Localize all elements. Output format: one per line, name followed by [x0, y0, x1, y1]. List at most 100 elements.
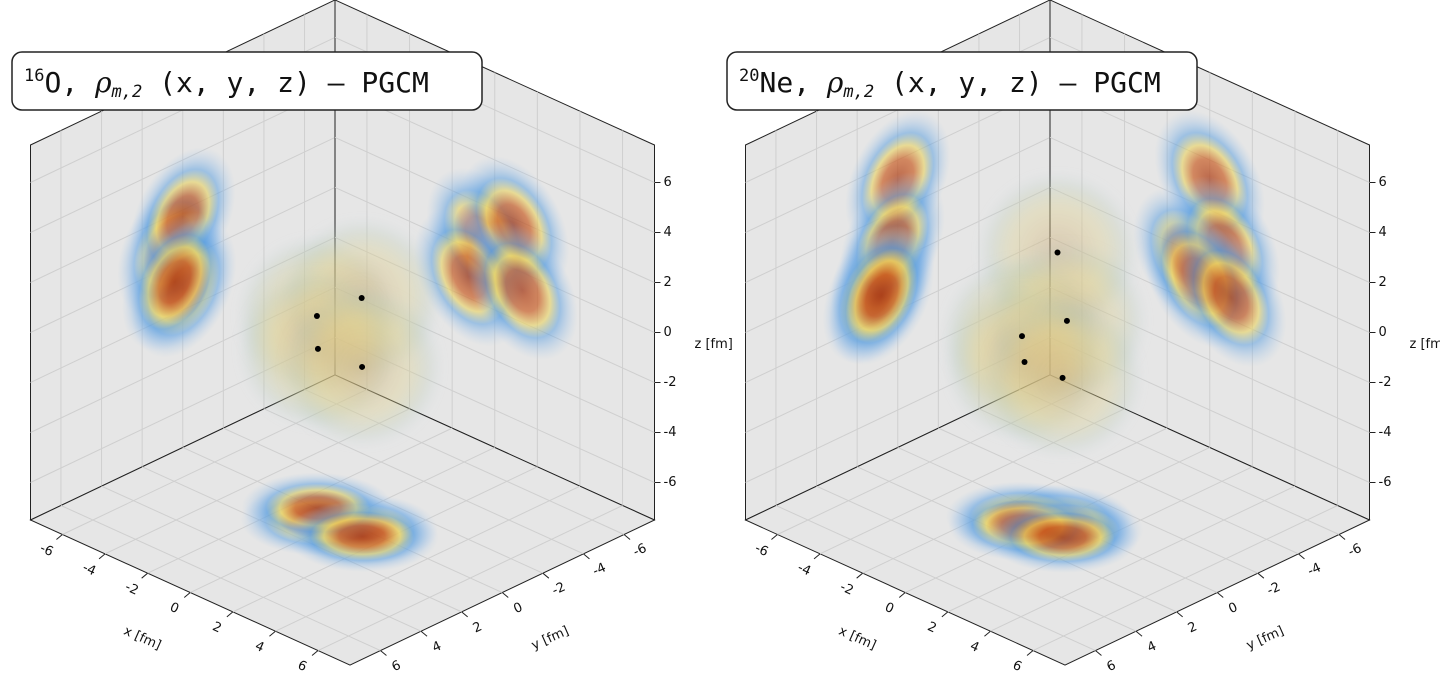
tick-mark [542, 572, 550, 579]
x-tick-label: 2 [210, 619, 224, 636]
tick-mark [56, 534, 63, 540]
title-part: 16 [24, 66, 44, 86]
title-part: Ne, [759, 66, 826, 99]
cluster-center [1054, 249, 1061, 256]
z-tick-label: -4 [1379, 425, 1392, 440]
z-tick-label: 2 [664, 275, 672, 290]
z-axis-label: z [fm] [695, 337, 733, 352]
cluster-center [359, 363, 366, 370]
y-tick-label: -2 [550, 580, 568, 599]
title-part: ρ [826, 66, 844, 99]
cluster-center [1021, 359, 1028, 366]
grid-line [817, 486, 1137, 631]
projected-density [121, 212, 228, 352]
projected-density [467, 220, 578, 361]
z-tick-label: 0 [664, 325, 672, 340]
pane-content [746, 375, 1370, 665]
tick-mark [269, 630, 276, 637]
pane-content [746, 0, 1051, 520]
tick-mark [898, 592, 906, 598]
tick-mark [941, 611, 949, 618]
title-part: m,2 [111, 82, 143, 102]
projected-density [986, 501, 1140, 573]
cluster-center [314, 345, 321, 352]
cluster-center [1059, 374, 1066, 381]
z-tick-label: -4 [664, 425, 677, 440]
tick-mark [311, 650, 319, 656]
title-box [726, 51, 1198, 111]
tick-mark [501, 592, 509, 598]
cluster-center [1018, 333, 1025, 340]
z-axis-label: z [fm] [1410, 337, 1440, 352]
tick-mark [183, 592, 191, 598]
y-tick-label: 2 [1186, 619, 1200, 636]
title-part: O, [44, 66, 95, 99]
z-tick-label: 4 [1379, 225, 1387, 240]
title-part: m,2 [842, 82, 874, 102]
tick-mark [98, 553, 106, 560]
tick-mark [623, 534, 631, 540]
tick-mark [813, 553, 821, 560]
x-tick-label: -2 [838, 580, 856, 599]
grid-line [102, 486, 421, 631]
y-tick-label: -4 [590, 560, 608, 579]
tick-mark [1216, 592, 1224, 598]
panel: -6 -4 -2 0 2 4 6 -6 -4 -2 0 2 4 6 -6 -4 -2 0 2 4 6 x [fm] y [f… [726, 0, 1440, 675]
tick-mark [1257, 572, 1265, 579]
tick-mark [1176, 611, 1183, 618]
projected-density [1175, 227, 1287, 368]
x-tick-label: 6 [295, 658, 309, 675]
y-tick-label: 6 [1105, 658, 1119, 675]
y-tick-label: -2 [1265, 580, 1283, 599]
y-tick-label: 0 [511, 600, 525, 617]
tick-mark [1298, 553, 1305, 560]
chart-title: 16O, ρm,2 (x, y, z) – PGCM [24, 66, 429, 103]
z-tick-label: 6 [664, 175, 672, 190]
cluster-center [1063, 317, 1070, 324]
tick-mark [420, 630, 428, 637]
z-tick-label: 2 [1379, 275, 1387, 290]
x-tick-label: -4 [80, 560, 98, 579]
projected-density [828, 226, 935, 366]
cluster-center [313, 313, 320, 320]
tick-mark [380, 650, 387, 656]
panel: -6 -4 -2 0 2 4 6 -6 -4 -2 0 2 4 6 -6 -4 -2 0 2 4 6 x [fm] y [f… [11, 0, 733, 675]
tick-mark [141, 572, 148, 579]
tick-mark [461, 611, 468, 618]
y-tick-label: 6 [390, 658, 404, 675]
z-tick-label: 6 [1379, 175, 1387, 190]
x-tick-label: 6 [1010, 658, 1024, 675]
z-tick-label: -2 [664, 375, 677, 390]
y-tick-label: 4 [430, 639, 444, 656]
tick-mark [984, 630, 991, 637]
y-tick-label: 2 [471, 619, 485, 636]
title-part: ρ [94, 66, 112, 99]
z-tick-label: -6 [664, 475, 677, 490]
tick-mark [771, 534, 778, 540]
x-tick-label: 2 [925, 619, 939, 636]
x-axis-label: x [fm] [121, 624, 163, 654]
tick-mark [1338, 534, 1346, 540]
pane-content [31, 0, 336, 520]
z-tick-label: 4 [664, 225, 672, 240]
y-tick-label: -6 [1346, 541, 1364, 560]
title-part: (x, y, z) – PGCM [142, 66, 429, 99]
title-box [11, 51, 483, 111]
y-tick-label: -4 [1305, 560, 1323, 579]
y-tick-label: 4 [1145, 639, 1159, 656]
y-tick-label: -6 [631, 541, 649, 560]
y-tick-label: 0 [1226, 600, 1240, 617]
pane-content [1050, 0, 1370, 520]
x-tick-label: 0 [167, 600, 181, 617]
grid-line [776, 505, 1095, 650]
tick-mark [226, 611, 234, 618]
z-tick-label: 0 [1379, 325, 1387, 340]
title-part: (x, y, z) – PGCM [874, 66, 1161, 99]
cluster-center [358, 294, 365, 301]
x-axis-label: x [fm] [836, 624, 878, 654]
z-tick-label: -6 [1379, 475, 1392, 490]
y-axis-label: y [fm] [529, 624, 571, 654]
pane-content [31, 375, 655, 665]
z-tick-label: -2 [1379, 375, 1392, 390]
